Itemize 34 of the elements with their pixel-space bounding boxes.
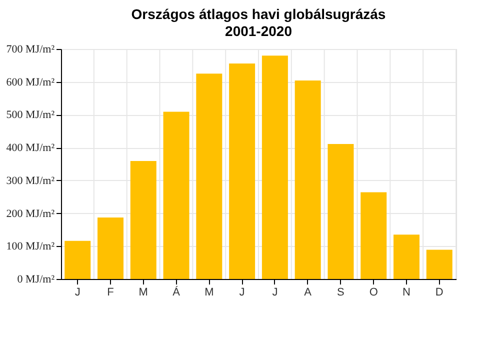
x-tick-label: N	[402, 286, 411, 298]
y-tick-label: 300 MJ/m²	[6, 174, 56, 187]
bar	[229, 63, 256, 279]
x-tick-label: A	[304, 286, 312, 298]
y-tick-label: 0 MJ/m²	[17, 274, 56, 286]
chart-title: Országos átlagos havi globálsugrázás	[131, 6, 386, 22]
bar	[163, 112, 190, 279]
bar	[196, 74, 222, 279]
bar	[294, 80, 321, 279]
bar	[328, 144, 354, 279]
bar	[64, 240, 91, 279]
y-tick-label: 700 MJ/m²	[6, 44, 56, 56]
x-tick-label: M	[138, 286, 148, 298]
x-tick-label: J	[74, 286, 80, 298]
y-tick-label: 500 MJ/m²	[6, 109, 56, 122]
x-tick-label: J	[272, 286, 278, 298]
x-tick-label: M	[204, 286, 214, 298]
y-tick-label: 200 MJ/m²	[6, 208, 56, 220]
y-tick-label: 600 MJ/m²	[6, 76, 56, 88]
bar	[130, 161, 156, 279]
chart-subtitle: 2001-2020	[225, 23, 292, 39]
bar	[360, 192, 387, 279]
x-tick-label: S	[337, 286, 344, 298]
y-tick-label: 400 MJ/m²	[6, 142, 56, 154]
bar	[262, 56, 288, 279]
y-tick-label: 100 MJ/m²	[6, 240, 56, 253]
x-tick-label: Á	[172, 286, 181, 298]
x-tick-label: O	[369, 286, 378, 298]
x-tick-label: J	[239, 286, 245, 298]
bar	[426, 250, 452, 279]
x-tick-label: D	[435, 286, 444, 298]
bar	[394, 234, 420, 279]
bar	[98, 218, 124, 279]
x-tick-label: F	[107, 286, 114, 298]
